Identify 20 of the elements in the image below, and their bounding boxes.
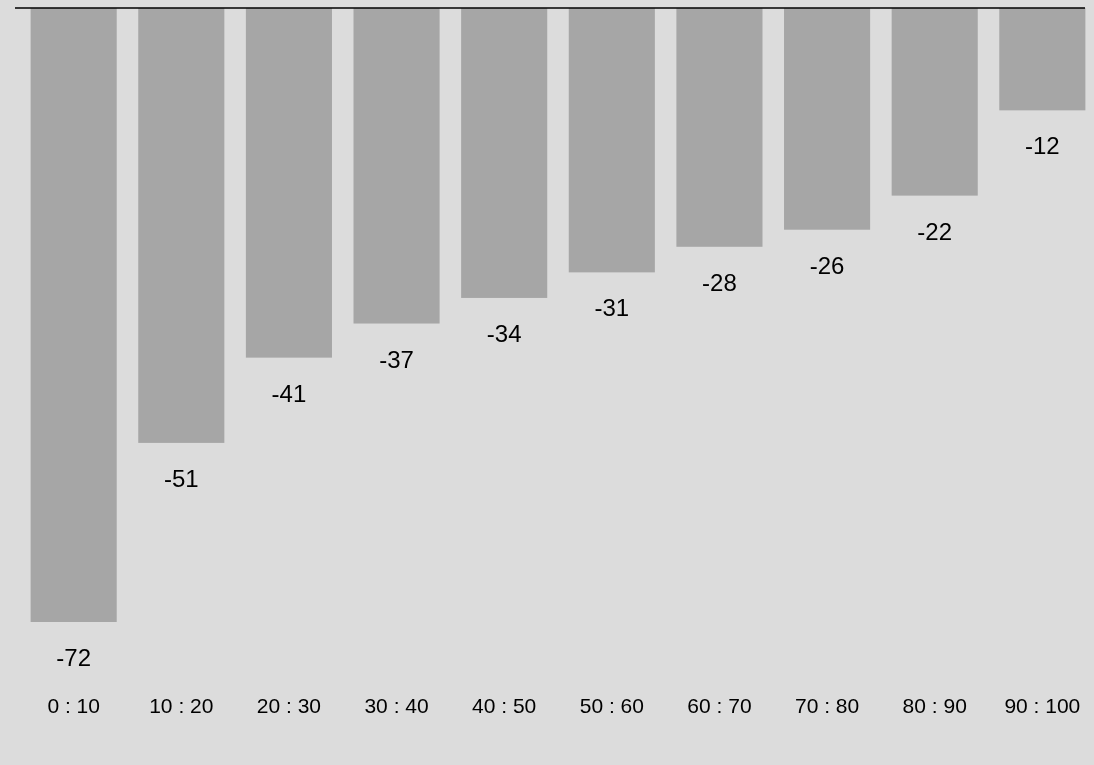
x-tick-label: 30 : 40: [364, 693, 429, 717]
data-label: -51: [163, 464, 199, 492]
data-label: -37: [379, 345, 414, 373]
x-tick-label: 10 : 20: [149, 693, 214, 717]
x-tick-label: 50 : 60: [579, 693, 644, 717]
data-label: -31: [594, 294, 630, 322]
data-label: -34: [486, 319, 522, 347]
x-tick-label: 20 : 30: [256, 693, 322, 717]
x-tick-label: 40 : 50: [472, 693, 537, 717]
data-label: -26: [809, 251, 845, 279]
data-label: -72: [56, 644, 92, 671]
data-label: -28: [702, 268, 737, 296]
x-tick-label: 60 : 70: [687, 693, 752, 717]
x-tick-label: 90 : 100: [1004, 693, 1081, 717]
data-label: -22: [917, 217, 953, 245]
x-tick-label: 70 : 80: [794, 693, 860, 717]
x-tick-label: 0 : 10: [47, 693, 100, 717]
x-tick-label: 80 : 90: [902, 693, 967, 717]
data-label: -12: [1024, 132, 1060, 160]
data-label: -41: [271, 379, 307, 407]
